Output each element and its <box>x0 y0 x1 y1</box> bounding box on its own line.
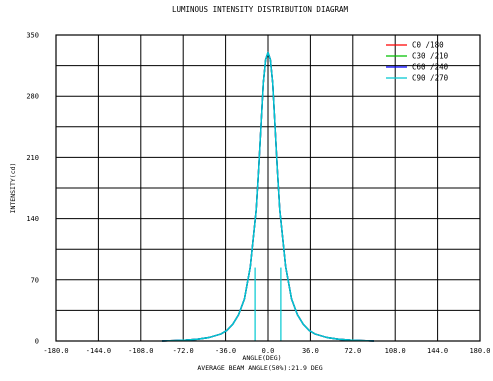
legend-label: C60 /240 <box>412 63 449 72</box>
legend-label: C0 /180 <box>412 41 444 50</box>
plot-frame <box>55 34 481 342</box>
y-tick-label: 70 <box>31 276 39 284</box>
y-tick-label: 350 <box>26 32 39 40</box>
legend: C0 /180 C30 /210 C60 /240 C90 /270 <box>386 41 449 83</box>
y-tick-label: 140 <box>26 215 39 223</box>
x-tick-label: 108.0 <box>385 347 406 355</box>
x-tick-label: -36.0 <box>215 347 236 355</box>
y-tick-label: 0 <box>35 338 39 346</box>
legend-label: C90 /270 <box>412 74 449 83</box>
x-axis-label: ANGLE(DEG) <box>242 354 281 362</box>
x-tick-label: 0.0 <box>262 347 275 355</box>
x-tick-label: 144.0 <box>427 347 448 355</box>
x-tick-label: 36.0 <box>302 347 319 355</box>
tick-labels: -180.0 -144.0 -108.0 -72.0 -36.0 0.0 36.0 72.0 1… <box>26 32 490 356</box>
x-tick-label: 72.0 <box>344 347 361 355</box>
x-tick-label: -108.0 <box>128 347 153 355</box>
beam-angle-footer: AVERAGE BEAM ANGLE(50%):21.9 DEG <box>197 364 322 372</box>
beam-angle-markers <box>254 267 282 341</box>
series-lines <box>161 51 375 342</box>
legend-label: C30 /210 <box>412 52 449 61</box>
x-tick-label: -144.0 <box>86 347 111 355</box>
y-tick-label: 280 <box>26 93 39 101</box>
series-line-3 <box>161 51 375 342</box>
x-tick-label: -180.0 <box>43 347 68 355</box>
x-tick-label: 180.0 <box>469 347 490 355</box>
x-tick-label: -72.0 <box>173 347 194 355</box>
y-tick-label: 210 <box>26 154 39 162</box>
y-axis-label: INTENSITY(cd) <box>9 163 17 214</box>
chart-title: LUMINOUS INTENSITY DISTRIBUTION DIAGRAM <box>172 5 349 14</box>
